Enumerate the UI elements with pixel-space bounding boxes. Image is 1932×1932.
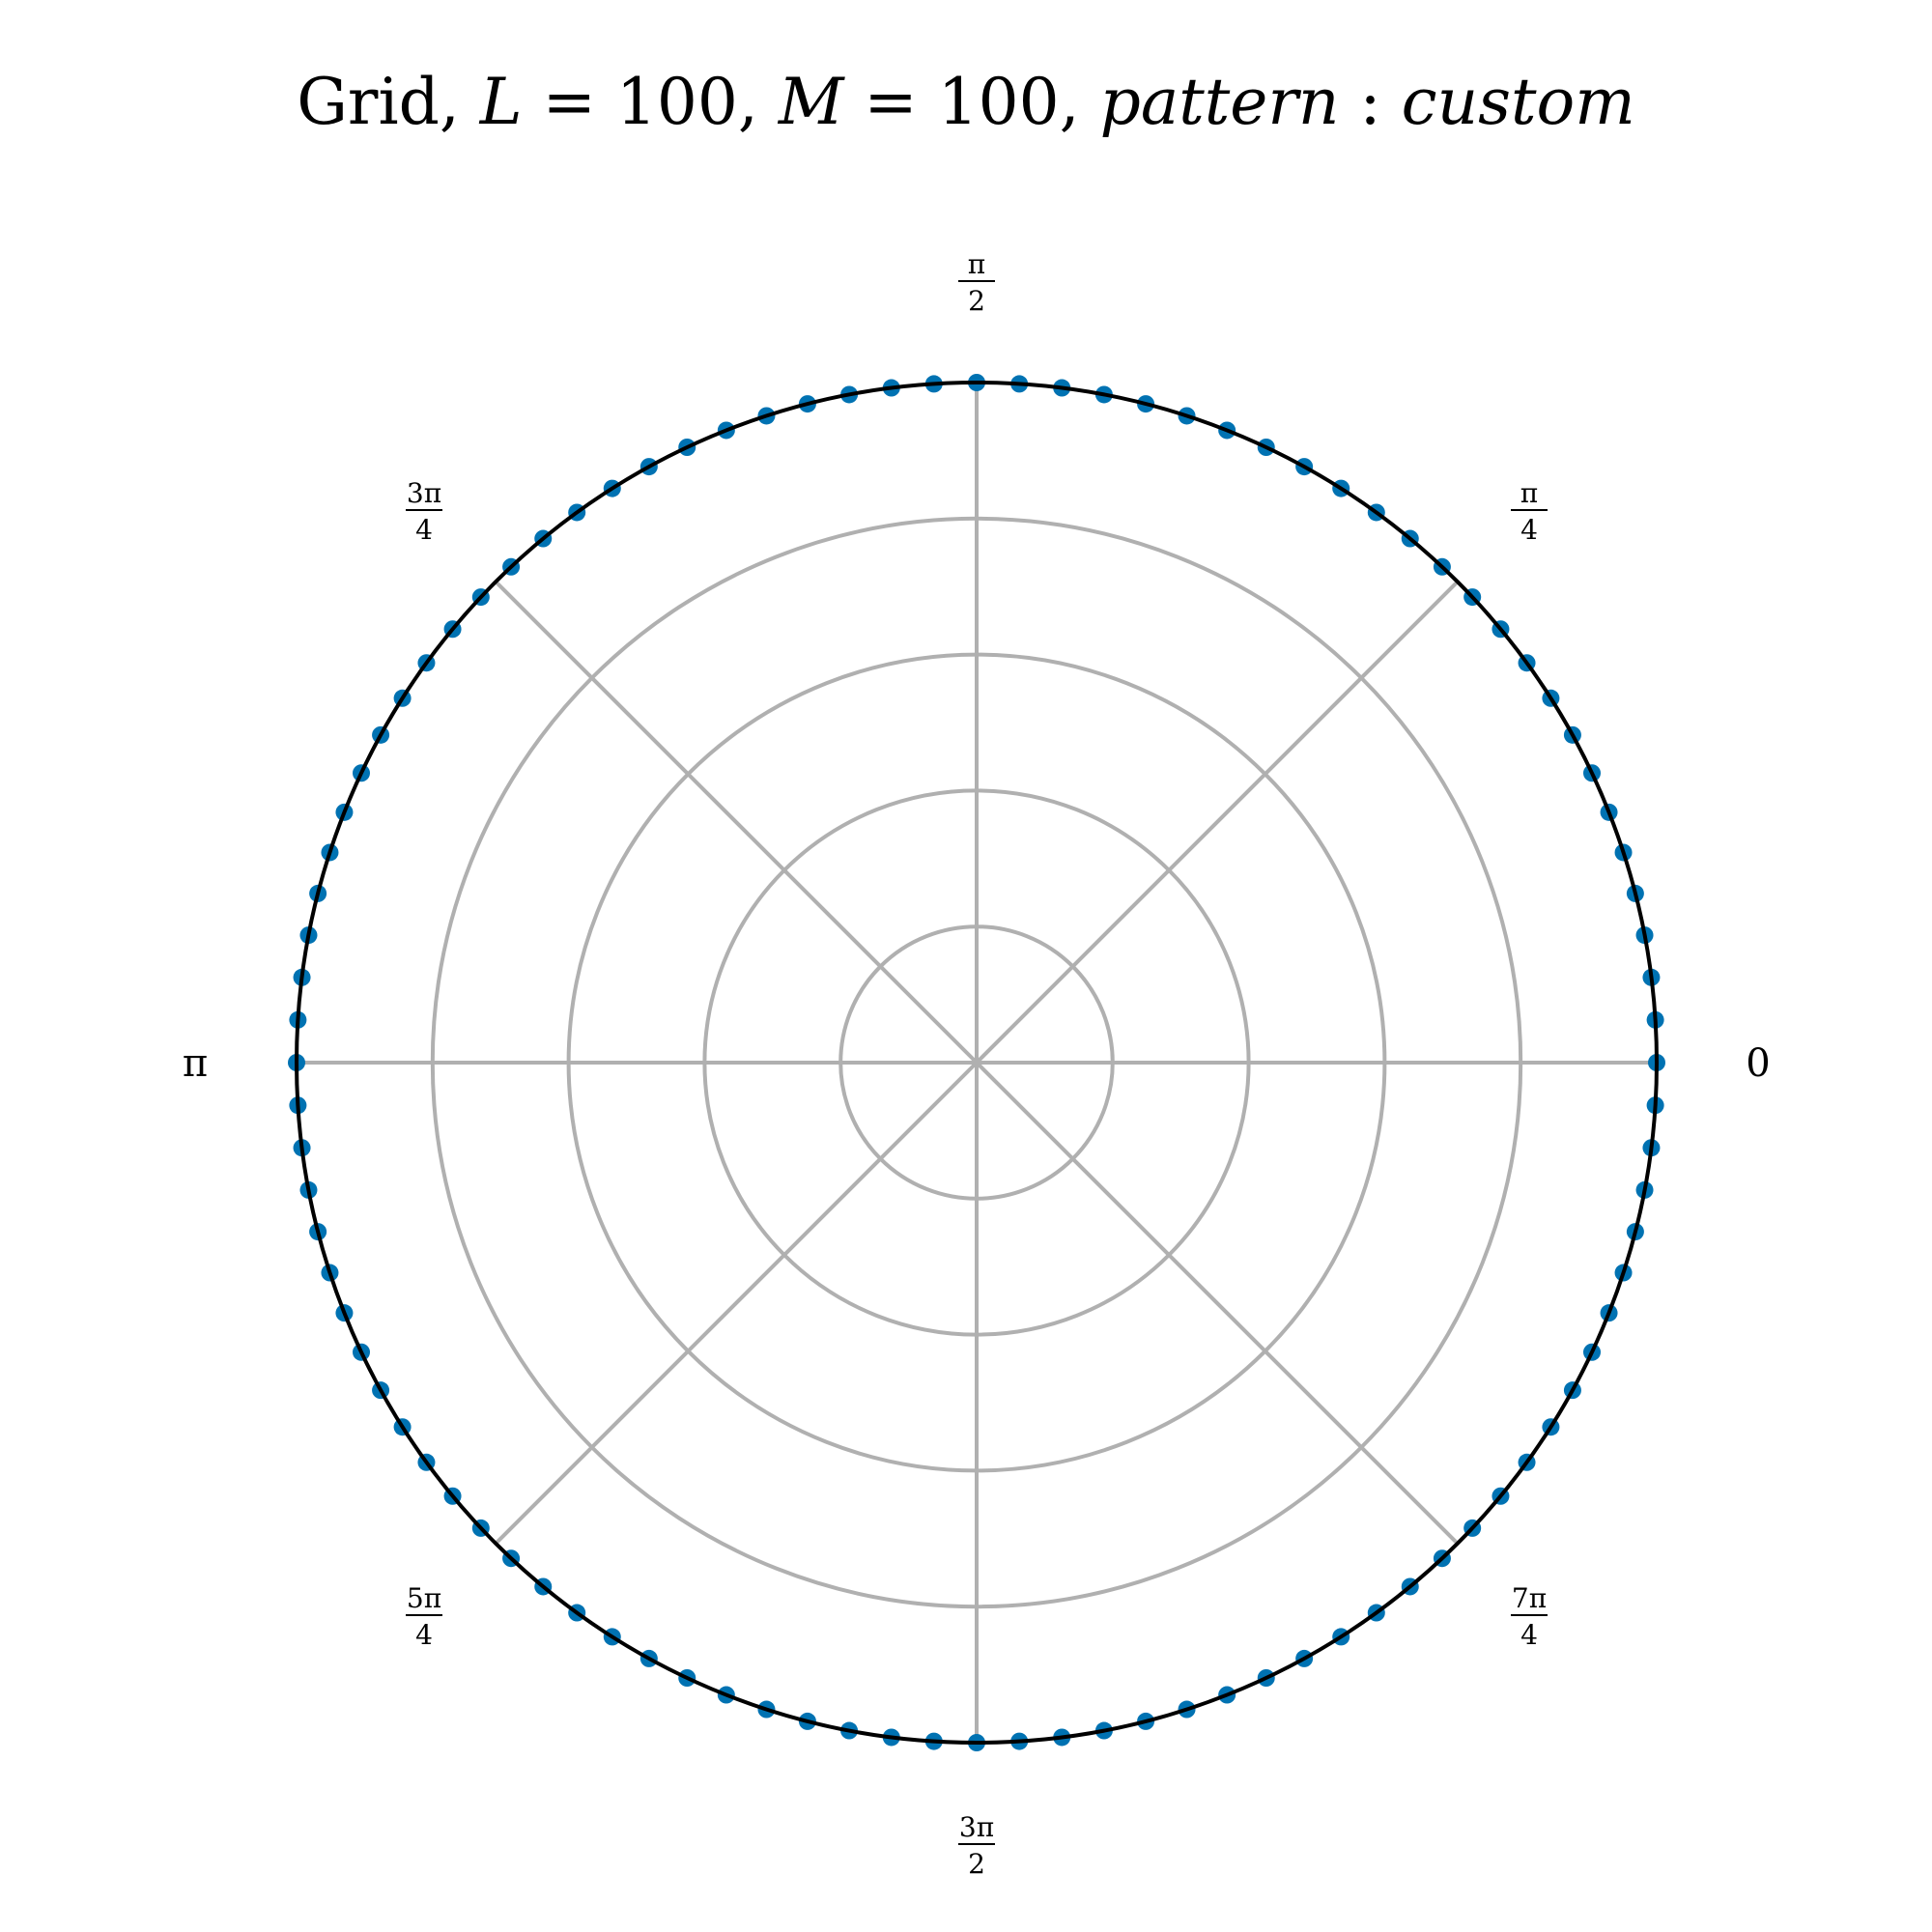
polar-boundary <box>295 381 1659 1745</box>
title-pattern-value: custom <box>1402 65 1635 139</box>
title-l-var: L <box>479 65 523 139</box>
tick-label-denominator: 4 <box>1520 514 1538 546</box>
tick-label-8: 7π4 <box>1511 1582 1548 1651</box>
tick-label-numerator: 3π <box>959 1811 994 1843</box>
tick-label-numerator: 3π <box>407 477 441 509</box>
title-comma: , <box>1060 65 1100 139</box>
title-m-value: 100 <box>938 65 1060 139</box>
tick-label-denominator: 4 <box>415 514 433 546</box>
tick-label-4: 3π4 <box>406 477 442 546</box>
title-sep: , <box>738 65 779 139</box>
tick-label-numerator: 5π <box>407 1582 441 1614</box>
tick-label-denominator: 4 <box>415 1619 433 1651</box>
title-l-value: 100 <box>616 65 738 139</box>
title-colon: : <box>1339 65 1401 139</box>
angular-gridline-6 <box>494 1061 979 1546</box>
tick-label-denominator: 2 <box>968 1848 985 1880</box>
tick-label-denominator: 4 <box>1520 1619 1538 1651</box>
angular-gridline-4 <box>494 580 979 1065</box>
tick-label-numerator: π <box>1520 477 1538 509</box>
tick-label-text: π <box>183 1041 208 1086</box>
title-prefix: Grid, <box>297 65 480 139</box>
tick-label-text: 0 <box>1746 1041 1770 1086</box>
title-eq-2: = <box>843 65 937 139</box>
tick-label-2: π4 <box>1511 477 1548 546</box>
tick-label-denominator: 2 <box>968 285 985 317</box>
tick-label-numerator: 7π <box>1512 1582 1547 1614</box>
title-pattern-word: pattern <box>1100 65 1340 139</box>
tick-label-7: 3π2 <box>958 1811 995 1880</box>
tick-label-1: 0 <box>1746 1041 1770 1086</box>
polar-grid <box>297 383 1657 1743</box>
tick-label-5: π <box>183 1041 208 1086</box>
tick-label-numerator: π <box>968 248 985 280</box>
angular-gridline-2 <box>975 580 1460 1065</box>
chart-title: Grid, L = 100, M = 100, pattern : custom <box>297 65 1635 139</box>
title-m-var: M <box>778 65 845 139</box>
title-eq-1: = <box>523 65 616 139</box>
tick-label-6: 5π4 <box>406 1582 442 1651</box>
angular-gridline-8 <box>975 1061 1460 1546</box>
tick-label-3: π2 <box>958 248 995 317</box>
